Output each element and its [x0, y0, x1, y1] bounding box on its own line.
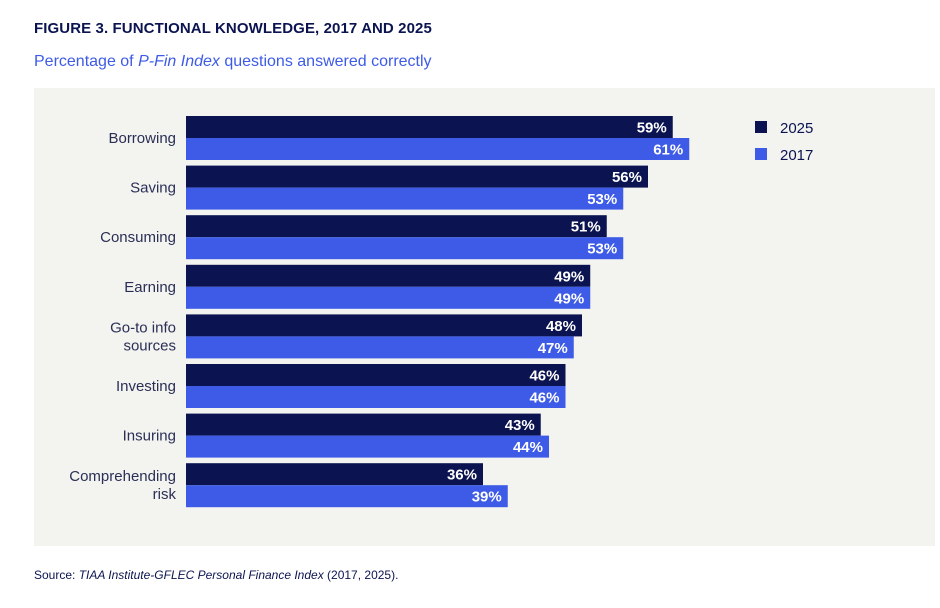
legend-label-2025: 2025 [780, 120, 813, 137]
bar-2025 [186, 364, 566, 386]
category-label-line: Earning [124, 279, 176, 296]
subtitle-text-pre: Percentage of [34, 53, 139, 70]
data-label-2025: 51% [571, 219, 601, 236]
bar-2025 [186, 463, 483, 486]
figure-title: FIGURE 3. FUNCTIONAL KNOWLEDGE, 2017 AND… [34, 20, 432, 37]
data-label-2017: 53% [587, 241, 617, 258]
data-label-2025: 59% [637, 120, 667, 137]
bar-2017 [186, 435, 549, 458]
category-label-line: Borrowing [108, 130, 176, 147]
bar-2017 [186, 485, 508, 508]
category-label-line: Consuming [100, 229, 176, 246]
bar-2025 [186, 314, 582, 337]
category-label-line: Comprehending [69, 468, 176, 485]
data-label-2017: 44% [513, 439, 543, 456]
category-label-line: Go-to info [110, 319, 176, 336]
data-label-2017: 53% [587, 191, 617, 208]
data-label-2017: 47% [538, 340, 568, 357]
bar-2017 [186, 237, 624, 260]
category-label: Go-to info sources [110, 319, 176, 354]
category-label: Investing [116, 378, 176, 395]
legend-swatch-2017 [755, 148, 767, 160]
figure-subtitle: Percentage of P-Fin Index questions answ… [34, 53, 432, 71]
data-label-2025: 46% [529, 368, 559, 385]
bar-2025 [186, 413, 541, 436]
category-label-line: Saving [130, 180, 176, 197]
bar-2025 [186, 165, 648, 188]
data-label-2025: 56% [612, 169, 642, 186]
bar-2017 [186, 286, 591, 309]
source-note: Source: TIAA Institute-GFLEC Personal Fi… [34, 568, 398, 582]
category-label-line: Investing [116, 378, 176, 395]
data-label-2017: 39% [472, 489, 502, 506]
data-label-2025: 48% [546, 318, 576, 335]
legend-swatch-2025 [755, 121, 767, 133]
subtitle-index-name: P-Fin Index [138, 53, 220, 70]
legend-label-2017: 2017 [780, 147, 813, 164]
category-label: Comprehending risk [69, 468, 176, 503]
bar-2017 [186, 138, 690, 160]
category-label: Borrowing [108, 130, 176, 147]
data-label-2025: 36% [447, 467, 477, 484]
data-label-2025: 43% [505, 417, 535, 434]
source-years: (2017, 2025). [323, 568, 399, 582]
category-label: Insuring [123, 428, 176, 445]
bar-2025 [186, 116, 673, 138]
subtitle-text-post: questions answered correctly [219, 53, 432, 70]
category-label-line: sources [123, 337, 176, 354]
category-label: Consuming [100, 229, 176, 246]
data-label-2017: 46% [529, 390, 559, 407]
category-label-line: Insuring [123, 428, 176, 445]
category-label-line: risk [153, 486, 177, 503]
bar-2025 [186, 215, 607, 238]
category-label: Saving [130, 180, 176, 197]
source-label: Source: [34, 568, 79, 582]
bar-2025 [186, 264, 591, 287]
category-label: Earning [124, 279, 176, 296]
bar-2017 [186, 336, 574, 359]
bar-2017 [186, 386, 566, 408]
data-label-2017: 49% [554, 290, 584, 307]
source-title: TIAA Institute-GFLEC Personal Finance In… [78, 568, 324, 582]
bar-2017 [186, 187, 624, 210]
data-label-2017: 61% [653, 142, 683, 159]
data-label-2025: 49% [554, 268, 584, 285]
